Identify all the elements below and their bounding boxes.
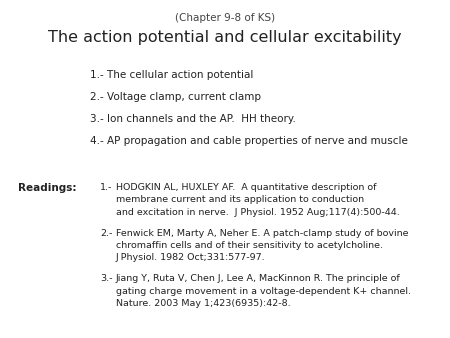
Text: 3.- Ion channels and the AP.  HH theory.: 3.- Ion channels and the AP. HH theory.: [90, 114, 296, 124]
Text: Fenwick EM, Marty A, Neher E. A patch-clamp study of bovine: Fenwick EM, Marty A, Neher E. A patch-cl…: [116, 228, 409, 238]
Text: membrane current and its application to conduction: membrane current and its application to …: [116, 195, 364, 204]
Text: The action potential and cellular excitability: The action potential and cellular excita…: [48, 30, 402, 45]
Text: Jiang Y, Ruta V, Chen J, Lee A, MacKinnon R. The principle of: Jiang Y, Ruta V, Chen J, Lee A, MacKinno…: [116, 274, 401, 283]
Text: Readings:: Readings:: [18, 183, 76, 193]
Text: 2.- Voltage clamp, current clamp: 2.- Voltage clamp, current clamp: [90, 92, 261, 102]
Text: 2.-: 2.-: [100, 228, 112, 238]
Text: HODGKIN AL, HUXLEY AF.  A quantitative description of: HODGKIN AL, HUXLEY AF. A quantitative de…: [116, 183, 377, 192]
Text: 1.- The cellular action potential: 1.- The cellular action potential: [90, 70, 253, 80]
Text: and excitation in nerve.  J Physiol. 1952 Aug;117(4):500-44.: and excitation in nerve. J Physiol. 1952…: [116, 208, 400, 217]
Text: J Physiol. 1982 Oct;331:577-97.: J Physiol. 1982 Oct;331:577-97.: [116, 254, 266, 263]
Text: 4.- AP propagation and cable properties of nerve and muscle: 4.- AP propagation and cable properties …: [90, 136, 408, 146]
Text: (Chapter 9-8 of KS): (Chapter 9-8 of KS): [175, 13, 275, 23]
Text: gating charge movement in a voltage-dependent K+ channel.: gating charge movement in a voltage-depe…: [116, 287, 411, 295]
Text: chromaffin cells and of their sensitivity to acetylcholine.: chromaffin cells and of their sensitivit…: [116, 241, 383, 250]
Text: 1.-: 1.-: [100, 183, 112, 192]
Text: 3.-: 3.-: [100, 274, 112, 283]
Text: Nature. 2003 May 1;423(6935):42-8.: Nature. 2003 May 1;423(6935):42-8.: [116, 299, 291, 308]
